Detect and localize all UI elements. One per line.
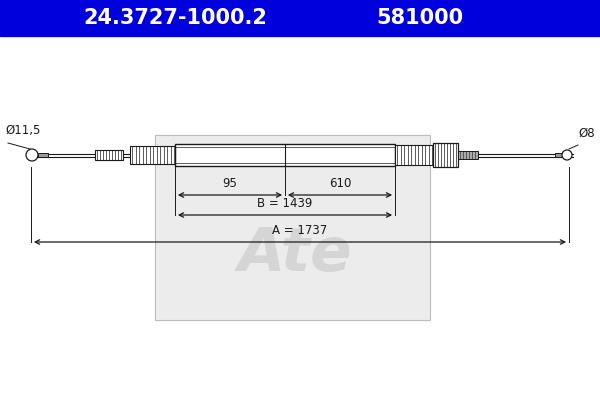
- Text: B = 1439: B = 1439: [257, 197, 313, 210]
- Bar: [395, 145, 433, 165]
- Circle shape: [562, 150, 572, 160]
- Text: Ø8: Ø8: [578, 127, 595, 140]
- Text: 581000: 581000: [376, 8, 464, 28]
- Text: 95: 95: [223, 177, 238, 190]
- Bar: [175, 144, 395, 166]
- Circle shape: [26, 149, 38, 161]
- Bar: [555, 153, 565, 157]
- Bar: [155, 135, 430, 320]
- Bar: [95, 150, 123, 160]
- Bar: [458, 151, 478, 159]
- Text: Ø11,5: Ø11,5: [5, 124, 40, 137]
- Text: 610: 610: [329, 177, 351, 190]
- Text: 24.3727-1000.2: 24.3727-1000.2: [83, 8, 267, 28]
- Text: A = 1737: A = 1737: [272, 224, 328, 237]
- Text: Ate: Ate: [238, 226, 352, 284]
- Bar: [0, 0, 600, 36]
- Bar: [433, 143, 458, 167]
- Bar: [38, 153, 48, 157]
- Bar: [130, 146, 175, 164]
